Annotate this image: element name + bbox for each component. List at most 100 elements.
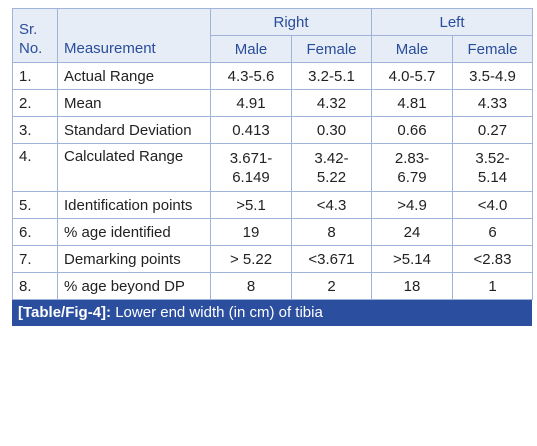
text-line: 6.149 [232, 168, 270, 186]
text-line: 3.2-5.1 [308, 67, 355, 85]
cell: >5.14 [371, 245, 453, 273]
cell: <2.83 [452, 245, 533, 273]
text-line: 0.66 [397, 121, 427, 139]
cell: 4.33 [452, 89, 533, 117]
cell: % age beyond DP [57, 272, 211, 300]
text-line: 5.22 [316, 168, 347, 186]
cell: Identification points [57, 191, 211, 219]
caption-text: Lower end width (in cm) of tibia [111, 304, 323, 321]
cell: 0.30 [291, 116, 372, 144]
cell: <4.3 [291, 191, 372, 219]
cell: 1. [12, 62, 58, 90]
cell: 4.91 [210, 89, 292, 117]
cell: 3.52- 5.14 [452, 143, 533, 192]
cell: 3.42- 5.22 [291, 143, 372, 192]
cell: 6. [12, 218, 58, 246]
text-line: 4.33 [477, 94, 508, 112]
cell: Demarking points [57, 245, 211, 273]
header-cell: Measurement [57, 8, 211, 63]
cell: 3.5-4.9 [452, 62, 533, 90]
text-line: 1 [488, 277, 497, 295]
text-line: <3.671 [308, 250, 355, 268]
cell: 0.413 [210, 116, 292, 144]
text-line: 8 [327, 223, 336, 241]
caption: [Table/Fig-4]: Lower end width (in cm) o… [12, 300, 532, 326]
cell: <4.0 [452, 191, 533, 219]
text-line: 0.30 [316, 121, 347, 139]
text-line: >5.14 [393, 250, 431, 268]
cell: 4. [12, 143, 58, 192]
cell: 3.671- 6.149 [210, 143, 292, 192]
text-line: 5.14 [477, 168, 508, 186]
table-row: 2. Mean 4.91 4.32 4.81 4.33 [12, 89, 533, 117]
text-line: >4.9 [397, 196, 427, 214]
text-line: 3.5-4.9 [469, 67, 516, 85]
header-cell: Male [371, 35, 453, 63]
text-line: 18 [403, 277, 421, 295]
text-line: 8 [246, 277, 256, 295]
table-row: 6.% age identified 19 8 24 6 [12, 218, 533, 246]
table-row: 8.% age beyond DP 8 2 18 1 [12, 272, 533, 300]
cell: >4.9 [371, 191, 453, 219]
text-line: 0.413 [232, 121, 270, 139]
cell: > 5.22 [210, 245, 292, 273]
cell: 2. [12, 89, 58, 117]
table-row: 4. Calculated Range 3.671- 6.149 3.42- 5.22 2.… [12, 143, 533, 192]
text-line: 0.27 [477, 121, 508, 139]
text-line: 3.671- [229, 149, 273, 167]
text-line: 3.42- [314, 149, 349, 167]
table-row: 7. Demarking points > 5.22 <3.671 >5.14 <2.83 [12, 245, 533, 273]
cell: 19 [210, 218, 292, 246]
text-line: 6.79 [397, 168, 427, 186]
text-line: 6 [488, 223, 497, 241]
header-cell: Left [371, 8, 533, 36]
cell: % age identified [57, 218, 211, 246]
cell: Mean [57, 89, 211, 117]
text-line: 24 [403, 223, 421, 241]
cell: 2.83- 6.79 [371, 143, 453, 192]
header-row: Sr. No. Measurement Right Left [12, 8, 533, 63]
cell: >5.1 [210, 191, 292, 219]
text-line: 2.83- [394, 149, 430, 167]
cell: 5. [12, 191, 58, 219]
cell: 24 [371, 218, 453, 246]
header-row: Male Female Male Female [13, 35, 533, 63]
cell: 7. [12, 245, 58, 273]
cell: 3.2-5.1 [291, 62, 372, 90]
cell: Actual Range [57, 62, 211, 90]
cell: Calculated Range [57, 143, 211, 192]
cell: Standard Deviation [57, 116, 211, 144]
cell: 8 [291, 218, 372, 246]
text-line: > 5.22 [229, 250, 273, 268]
header-cell: Female [452, 35, 533, 63]
table-row: 3. Standard Deviation 0.413 0.30 0.66 0.27 [12, 116, 533, 144]
cell: 4.0-5.7 [371, 62, 453, 90]
cell: 3. [12, 116, 58, 144]
data-table: Sr. No. Measurement Right Left Male Female Male… [12, 8, 533, 300]
table-row: 5. Identification points >5.1 <4.3 >4.9 <4.0 [12, 191, 533, 219]
text-line: 4.3-5.6 [227, 67, 275, 85]
table-row: 1. Actual Range 4.3-5.6 3.2-5.1 4.0-5.7 3.5-4… [12, 62, 533, 90]
header-cell: Male [210, 35, 292, 63]
text-line: 4.91 [236, 94, 266, 112]
header-cell: Right [210, 8, 372, 36]
text-line: 2 [327, 277, 336, 295]
cell: 1 [452, 272, 533, 300]
table-figure: Sr. No. Measurement Right Left Male Female Male… [12, 8, 533, 326]
cell: 2 [291, 272, 372, 300]
cell: 0.27 [452, 116, 533, 144]
cell: 4.32 [291, 89, 372, 117]
cell: 0.66 [371, 116, 453, 144]
text-line: <4.3 [316, 196, 347, 214]
text-line: >5.1 [236, 196, 266, 214]
cell: 6 [452, 218, 533, 246]
cell: 18 [371, 272, 453, 300]
cell: <3.671 [291, 245, 372, 273]
text-line: Sr. [19, 21, 38, 38]
text-line: 4.32 [316, 94, 347, 112]
header-cell: Sr. No. [12, 8, 58, 63]
caption-label: [Table/Fig-4]: [18, 304, 112, 321]
text-line: 19 [242, 223, 260, 241]
cell: 8 [210, 272, 292, 300]
